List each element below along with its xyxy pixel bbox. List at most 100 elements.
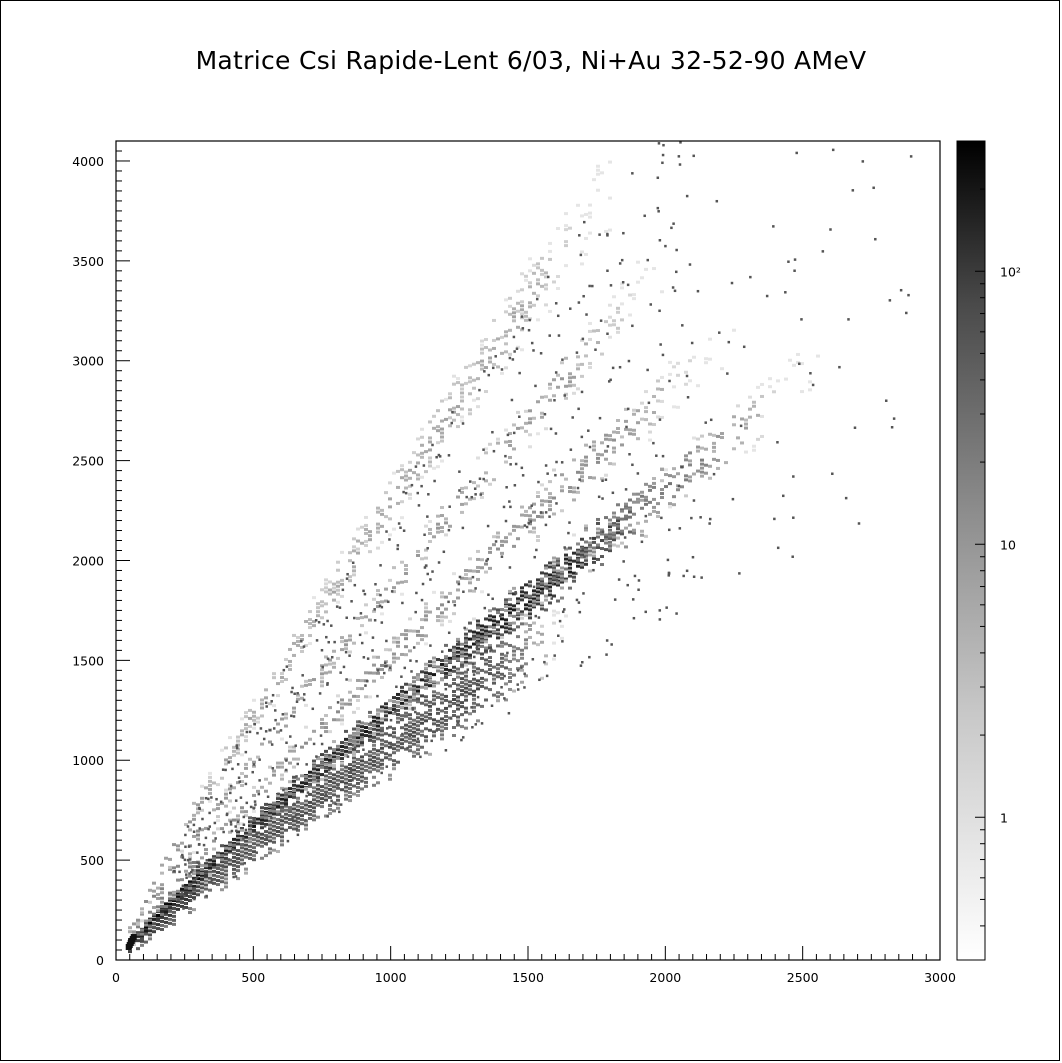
heatmap-cell bbox=[512, 621, 516, 625]
heatmap-cell bbox=[400, 689, 404, 693]
heatmap-cell bbox=[560, 377, 564, 381]
heatmap-cell bbox=[528, 608, 532, 612]
heatmap-cell bbox=[412, 646, 416, 649]
heatmap-cell bbox=[416, 461, 420, 465]
heatmap-cell bbox=[252, 793, 256, 797]
heatmap-cell bbox=[192, 830, 196, 833]
heatmap-cell bbox=[192, 880, 196, 884]
heatmap-cell bbox=[581, 660, 584, 664]
heatmap-cell bbox=[232, 845, 236, 849]
heatmap-cell bbox=[552, 582, 556, 586]
heatmap-cell bbox=[480, 351, 484, 355]
heatmap-cell bbox=[288, 810, 292, 814]
heatmap-cell bbox=[568, 556, 572, 560]
heatmap-cell bbox=[372, 751, 376, 755]
heatmap-cell bbox=[220, 844, 224, 848]
heatmap-cell bbox=[696, 445, 700, 449]
heatmap-cell bbox=[384, 706, 388, 710]
heatmap-cell bbox=[316, 772, 320, 776]
heatmap-cell bbox=[366, 657, 370, 660]
heatmap-cell bbox=[576, 387, 580, 391]
heatmap-cell bbox=[612, 538, 616, 542]
heatmap-cell bbox=[608, 522, 612, 526]
heatmap-cell bbox=[252, 850, 256, 854]
heatmap-cell bbox=[340, 776, 344, 780]
heatmap-cell bbox=[255, 851, 258, 854]
heatmap-cell bbox=[536, 584, 540, 588]
heatmap-cell bbox=[556, 611, 560, 615]
heatmap-cell bbox=[392, 527, 396, 531]
heatmap-cell bbox=[384, 740, 388, 744]
heatmap-cell bbox=[424, 683, 428, 687]
heatmap-cell bbox=[308, 678, 312, 682]
heatmap-cell bbox=[556, 599, 560, 603]
heatmap-cell bbox=[236, 751, 240, 755]
heatmap-cell bbox=[576, 560, 580, 564]
heatmap-cell bbox=[480, 635, 484, 639]
heatmap-cell bbox=[308, 626, 312, 630]
heatmap-cell bbox=[447, 454, 451, 457]
heatmap-cell bbox=[548, 382, 552, 386]
heatmap-cell bbox=[312, 802, 316, 806]
heatmap-cell bbox=[340, 714, 344, 718]
heatmap-cell bbox=[280, 773, 284, 777]
heatmap-cell bbox=[552, 641, 556, 645]
heatmap-cell bbox=[412, 696, 416, 700]
heatmap-cell bbox=[548, 500, 552, 504]
x-tick-label: 2500 bbox=[787, 970, 819, 985]
heatmap-cell bbox=[648, 500, 652, 504]
heatmap-cell bbox=[384, 515, 388, 519]
heatmap-cell bbox=[907, 293, 910, 297]
heatmap-cell bbox=[176, 844, 180, 848]
heatmap-cell bbox=[502, 505, 506, 509]
heatmap-cell bbox=[440, 427, 444, 431]
heatmap-cell bbox=[464, 656, 468, 660]
heatmap-cell bbox=[216, 883, 220, 887]
heatmap-cell bbox=[392, 590, 396, 594]
heatmap-cell bbox=[240, 729, 244, 733]
heatmap-cell bbox=[258, 758, 261, 761]
heatmap-cell bbox=[540, 499, 544, 503]
heatmap-cell bbox=[320, 753, 324, 757]
heatmap-cell bbox=[364, 543, 368, 547]
heatmap-cell bbox=[616, 431, 620, 435]
heatmap-cell bbox=[665, 606, 668, 609]
heatmap-cell bbox=[472, 665, 476, 669]
heatmap-cell bbox=[284, 800, 288, 804]
heatmap-cell bbox=[572, 559, 576, 563]
heatmap-cell bbox=[404, 653, 408, 657]
heatmap-cell bbox=[220, 872, 224, 876]
heatmap-cell bbox=[291, 816, 294, 820]
heatmap-cell bbox=[452, 656, 456, 660]
heatmap-cell bbox=[620, 318, 624, 322]
heatmap-cell bbox=[632, 500, 636, 504]
heatmap-cell bbox=[368, 534, 372, 538]
heatmap-cell bbox=[320, 785, 324, 789]
heatmap-cell bbox=[440, 737, 444, 741]
heatmap-cell bbox=[364, 603, 368, 607]
heatmap-cell bbox=[208, 872, 212, 876]
heatmap-cell bbox=[720, 436, 724, 440]
heatmap-cell bbox=[272, 773, 276, 777]
heatmap-cell bbox=[383, 661, 387, 664]
heatmap-cell bbox=[476, 557, 480, 561]
heatmap-cell bbox=[396, 696, 400, 700]
heatmap-cell bbox=[440, 725, 444, 729]
x-tick-label: 0 bbox=[112, 970, 120, 985]
heatmap-cell bbox=[572, 575, 576, 579]
heatmap-cell bbox=[476, 569, 480, 573]
heatmap-cell bbox=[295, 700, 299, 704]
heatmap-cell bbox=[632, 412, 636, 416]
heatmap-cell bbox=[480, 632, 484, 636]
heatmap-cell bbox=[276, 822, 280, 826]
heatmap-cell bbox=[214, 837, 217, 840]
heatmap-cell bbox=[476, 695, 480, 699]
heatmap-cell bbox=[476, 456, 480, 460]
heatmap-cell bbox=[704, 357, 708, 361]
heatmap-cell bbox=[631, 324, 634, 328]
heatmap-cell bbox=[632, 616, 636, 620]
heatmap-cell bbox=[368, 758, 372, 762]
heatmap-cell bbox=[596, 329, 600, 333]
